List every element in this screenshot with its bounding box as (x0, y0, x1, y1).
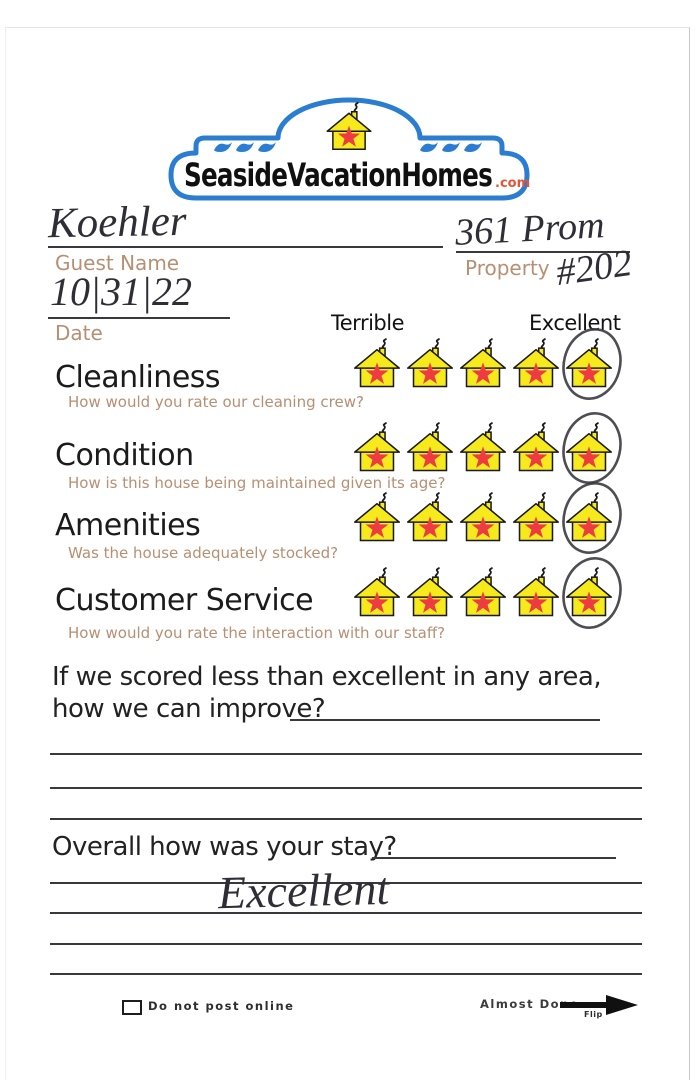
overall-answer-line-2[interactable] (50, 912, 642, 914)
rating-question: How would you rate our cleaning crew? (68, 393, 364, 411)
improve-answer-line-2[interactable] (50, 787, 642, 789)
rating-row: Amenities Was the house adequately stock… (0, 482, 698, 562)
house-rating-icon[interactable] (407, 338, 453, 394)
house-rating-icon[interactable] (407, 422, 453, 478)
improve-answer-line-1[interactable] (50, 753, 642, 755)
overall-answer-line-4[interactable] (50, 973, 642, 975)
house-rating-icon[interactable] (460, 492, 506, 548)
date-handwriting: 10|31|22 (50, 269, 192, 314)
overall-inline-line[interactable] (372, 857, 616, 859)
rating-category-label: Customer Service (55, 583, 314, 618)
almost-done-label: Almost Done (480, 997, 580, 1011)
overall-answer-handwriting: Excellent (217, 862, 390, 919)
rating-houses (354, 328, 622, 400)
rating-question: Was the house adequately stocked? (68, 544, 339, 562)
property-label: Property (465, 256, 550, 280)
rating-row: Customer Service How would you rate the … (0, 557, 698, 642)
house-rating-icon[interactable] (354, 492, 400, 548)
house-rating-icon[interactable] (513, 422, 559, 478)
property-line[interactable] (456, 251, 630, 253)
seaside-vacation-homes-logo: SeasideVacationHomes .com (168, 97, 530, 201)
house-rating-icon[interactable] (460, 338, 506, 394)
house-rating-icon[interactable] (407, 567, 453, 623)
improve-answer-line-3[interactable] (50, 818, 642, 820)
overall-question-label: Overall how was your stay? (52, 832, 397, 862)
rating-category-label: Condition (55, 438, 194, 473)
house-rating-icon[interactable] (354, 338, 400, 394)
flip-arrow-icon (560, 1002, 610, 1008)
scale-excellent-label: Excellent (529, 311, 621, 335)
house-rating-icon[interactable] (513, 492, 559, 548)
flip-label: Flip (584, 1010, 603, 1019)
scale-terrible-label: Terrible (331, 311, 405, 335)
rating-houses (354, 412, 622, 484)
improve-question-line1: If we scored less than excellent in any … (52, 662, 602, 692)
rating-category-label: Amenities (55, 508, 201, 543)
house-rating-icon[interactable] (460, 422, 506, 478)
rating-houses (354, 482, 622, 554)
house-rating-icon[interactable] (562, 412, 622, 484)
house-rating-icon[interactable] (407, 492, 453, 548)
guest-name-line[interactable] (48, 246, 443, 248)
date-label: Date (55, 321, 103, 345)
house-rating-icon[interactable] (354, 567, 400, 623)
house-rating-icon[interactable] (354, 422, 400, 478)
rating-row: Condition How is this house being mainta… (0, 412, 698, 492)
logo-brand-text: SeasideVacationHomes (184, 156, 492, 194)
do-not-post-checkbox[interactable] (122, 1000, 142, 1015)
date-line[interactable] (48, 317, 230, 319)
house-rating-icon[interactable] (513, 338, 559, 394)
improve-question-line2: how we can improve? (52, 694, 326, 724)
guest-name-handwriting: Koehler (47, 197, 187, 248)
rating-category-label: Cleanliness (55, 360, 221, 395)
overall-answer-line-3[interactable] (50, 943, 642, 945)
flip-arrow-head-icon (606, 995, 638, 1015)
rating-houses (354, 557, 622, 629)
overall-answer-line-1[interactable] (50, 882, 642, 884)
house-rating-icon[interactable] (513, 567, 559, 623)
rating-question: How is this house being maintained given… (68, 474, 446, 492)
house-rating-icon[interactable] (562, 482, 622, 554)
rating-question: How would you rate the interaction with … (68, 624, 446, 642)
house-rating-icon[interactable] (562, 328, 622, 400)
do-not-post-label: Do not post online (148, 999, 295, 1013)
wave-icons (214, 142, 482, 152)
rating-row: Cleanliness How would you rate our clean… (0, 328, 698, 411)
house-rating-icon[interactable] (460, 567, 506, 623)
house-rating-icon[interactable] (562, 557, 622, 629)
logo-tld-text: .com (495, 176, 530, 191)
improve-inline-line[interactable] (290, 719, 600, 721)
guest-name-label: Guest Name (55, 251, 180, 275)
